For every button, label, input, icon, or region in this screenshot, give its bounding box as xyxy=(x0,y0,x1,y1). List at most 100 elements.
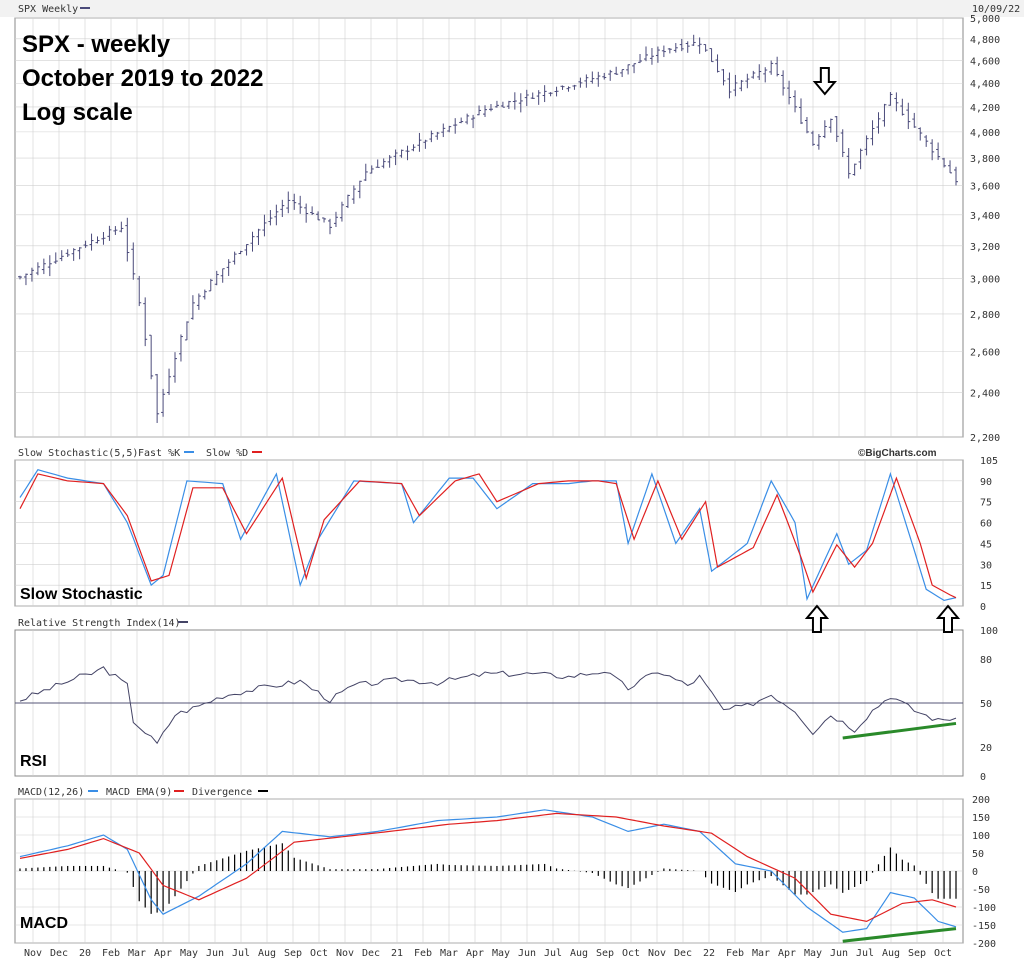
price-bar xyxy=(626,64,631,75)
up-arrow-stoch xyxy=(935,604,961,633)
price-bar xyxy=(852,163,857,176)
rsi-title: Relative Strength Index(14) xyxy=(18,618,181,629)
price-bar xyxy=(858,148,863,170)
price-bar xyxy=(673,43,678,53)
price-bar xyxy=(876,112,881,134)
x-tick-label: Sep xyxy=(596,948,614,959)
price-bar xyxy=(942,157,947,168)
stoch-y-tick: 0 xyxy=(980,602,986,613)
price-bar xyxy=(709,48,714,63)
x-tick-label: Jun xyxy=(518,948,536,959)
credit-label: ©BigCharts.com xyxy=(858,448,937,459)
price-bar xyxy=(155,373,160,423)
price-bar xyxy=(840,129,845,158)
price-bar xyxy=(810,130,815,146)
price-bar xyxy=(65,249,70,258)
price-bar xyxy=(524,89,529,107)
x-tick-label: Dec xyxy=(362,948,380,959)
price-bar xyxy=(447,125,452,133)
price-bar xyxy=(173,352,178,383)
price-bar xyxy=(584,74,589,88)
price-bar xyxy=(757,64,762,81)
annotation-title-line2: October 2019 to 2022 xyxy=(22,65,263,92)
price-bar xyxy=(131,242,136,280)
x-tick-label: Oct xyxy=(310,948,328,959)
price-y-tick: 3,600 xyxy=(970,182,1000,193)
macd-y-tick: -50 xyxy=(972,885,990,896)
price-bar xyxy=(47,255,52,277)
price-bar xyxy=(614,66,619,75)
stoch-y-tick: 45 xyxy=(980,539,992,550)
price-bar xyxy=(638,54,643,64)
macd-y-tick: -150 xyxy=(972,921,996,932)
price-bar xyxy=(691,34,696,46)
price-bar xyxy=(703,44,708,52)
price-bar xyxy=(167,368,172,395)
price-bar xyxy=(888,92,893,106)
stochastic-series xyxy=(19,468,957,602)
price-bar xyxy=(465,113,470,125)
x-tick-label: Sep xyxy=(908,948,926,959)
price-bar xyxy=(798,98,803,125)
price-bar xyxy=(655,46,660,63)
price-bar xyxy=(375,159,380,168)
price-bar xyxy=(781,70,786,96)
rsi-y-tick: 80 xyxy=(980,655,992,666)
x-tick-label: Jun xyxy=(206,948,224,959)
price-bar xyxy=(769,60,774,75)
price-y-tick: 3,000 xyxy=(970,275,1000,286)
price-bar xyxy=(632,63,637,74)
price-bar xyxy=(161,388,166,417)
price-y-tick: 4,000 xyxy=(970,128,1000,139)
price-bar xyxy=(339,201,344,222)
price-y-tick: 4,200 xyxy=(970,103,1000,114)
price-bar xyxy=(357,180,362,199)
price-bar xyxy=(232,251,237,265)
price-bar xyxy=(459,117,464,124)
macd-y-tick: -100 xyxy=(972,903,996,914)
price-bar xyxy=(292,193,297,210)
rsi-y-tick: 50 xyxy=(980,699,992,710)
x-tick-label: Feb xyxy=(726,948,744,959)
price-bar xyxy=(751,70,756,79)
stoch-y-tick: 105 xyxy=(980,456,998,467)
price-bar xyxy=(775,56,780,77)
price-bar xyxy=(29,267,34,282)
macd-line xyxy=(19,809,957,933)
price-bar xyxy=(137,275,142,307)
axis-ticks: Nov Dec 20 Feb Mar Apr May Jun Jul Aug Sep Oct Nov De… xyxy=(24,14,1000,959)
x-tick-label: Dec xyxy=(674,948,692,959)
price-bar xyxy=(483,105,488,117)
price-bar xyxy=(83,240,88,248)
price-bar xyxy=(763,67,768,83)
price-bar xyxy=(268,210,273,226)
price-bar xyxy=(316,211,321,221)
price-bar xyxy=(608,69,613,81)
price-bar xyxy=(548,92,553,97)
macd-divergence-legend: Divergence xyxy=(192,787,252,798)
fast-k-line xyxy=(19,468,957,602)
stoch-fastk-legend: Fast %K xyxy=(138,448,180,459)
rsi-line xyxy=(19,666,957,745)
x-tick-label: 22 xyxy=(703,948,715,959)
rsi-series xyxy=(15,666,963,745)
price-bar xyxy=(429,130,434,143)
price-bar xyxy=(35,262,40,276)
annotation-title-line1: SPX - weekly xyxy=(22,31,171,58)
price-y-tick: 4,600 xyxy=(970,57,1000,68)
price-bar xyxy=(178,334,183,362)
price-bar xyxy=(643,46,648,62)
price-bar xyxy=(542,85,547,103)
x-tick-label: Mar xyxy=(440,948,458,959)
price-bar xyxy=(226,259,231,277)
price-bar xyxy=(411,144,416,152)
price-bar xyxy=(202,289,207,300)
price-bar xyxy=(250,231,255,252)
price-bar xyxy=(620,69,625,78)
price-y-tick: 4,800 xyxy=(970,35,1000,46)
x-tick-label: Mar xyxy=(128,948,146,959)
price-bar xyxy=(405,145,410,161)
price-bar xyxy=(566,86,571,92)
